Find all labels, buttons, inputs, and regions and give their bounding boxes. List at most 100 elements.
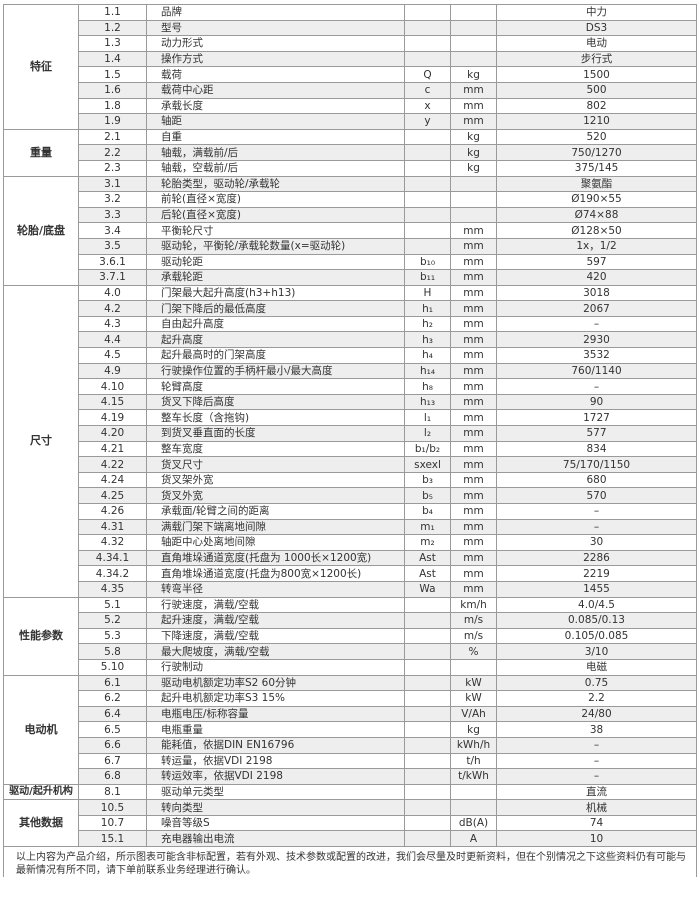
spec-row: 4.26 承载面/轮臂之间的距离 b₄ mm – (4, 503, 697, 520)
item-value: 电动 (496, 35, 697, 52)
item-unit: A (450, 830, 497, 848)
item-name: 直角堆垛通道宽度(托盘为 1000长×1200宽) (146, 549, 405, 567)
spec-row: 4.20 到货叉垂直面的长度 l₂ mm 577 (4, 425, 697, 442)
spec-row: 2.2 轴载，满载前/后 kg 750/1270 (4, 144, 697, 161)
item-unit: kg (450, 66, 497, 83)
item-number: 5.1 (78, 596, 147, 614)
item-value: 2930 (496, 331, 697, 349)
item-unit: mm (450, 97, 497, 115)
item-name: 操作方式 (146, 50, 405, 68)
item-name: 前轮(直径×宽度) (146, 191, 405, 208)
item-name: 起升高度 (146, 331, 405, 349)
item-value: 2219 (496, 565, 697, 582)
item-number: 8.1 (78, 783, 147, 801)
item-symbol: Wa (404, 580, 451, 598)
item-unit: t/kWh (450, 768, 497, 785)
item-name: 门架最大起升高度(h3+h13) (146, 284, 405, 302)
item-value: 2286 (496, 549, 697, 567)
item-number: 3.1 (78, 175, 147, 193)
item-symbol: h₁ (404, 300, 451, 317)
item-unit: mm (450, 456, 497, 473)
item-symbol: h₈ (404, 378, 451, 395)
item-name: 承载轮距 (146, 269, 405, 286)
category-cell: 驱动/起升机构 (3, 783, 79, 801)
item-symbol (404, 4, 451, 21)
spec-row: 3.2 前轮(直径×宽度) Ø190×55 (4, 191, 697, 208)
item-number: 4.9 (78, 362, 147, 380)
item-number: 3.3 (78, 206, 147, 224)
item-number: 4.31 (78, 518, 147, 536)
item-number: 4.2 (78, 300, 147, 317)
item-symbol: h₁₃ (404, 393, 451, 411)
item-value: 聚氨酯 (496, 175, 697, 193)
spec-row: 4.32 轴距中心处离地间隙 m₂ mm 30 (4, 534, 697, 551)
spec-table: 特征 1.1 品牌 中力 1.2 型号 DS3 1.3 动力形式 电动 1.4 操作方式 步行式 1.5 载… (3, 4, 697, 878)
item-unit: mm (450, 425, 497, 442)
spec-row: 4.15 货叉下降后高度 h₁₃ mm 90 (4, 393, 697, 411)
item-name: 轴距中心处离地间隙 (146, 534, 405, 551)
item-number: 6.7 (78, 752, 147, 770)
item-value: 375/145 (496, 159, 697, 177)
item-unit (450, 783, 497, 801)
item-name: 下降速度，满载/空载 (146, 627, 405, 645)
item-symbol: H (404, 284, 451, 302)
item-unit: mm (450, 113, 497, 130)
spec-row: 4.24 货叉架外宽 b₃ mm 680 (4, 471, 697, 489)
item-unit: mm (450, 300, 497, 317)
item-number: 4.15 (78, 393, 147, 411)
item-number: 4.32 (78, 534, 147, 551)
item-number: 6.6 (78, 736, 147, 754)
item-number: 6.5 (78, 721, 147, 738)
spec-row: 轮胎/底盘 3.1 轮胎类型，驱动轮/承载轮 聚氨酯 (3, 175, 697, 286)
item-symbol (404, 596, 451, 614)
spec-row: 6.7 转运量，依据VDI 2198 t/h – (4, 752, 697, 770)
item-value: 1x，1/2 (496, 237, 697, 255)
item-name: 能耗值，依据DIN EN16796 (146, 736, 405, 754)
item-value: 834 (496, 440, 697, 458)
item-number: 1.1 (78, 4, 147, 21)
item-number: 1.8 (78, 97, 147, 115)
spec-row: 4.31 满载门架下端离地间隙 m₁ mm – (4, 518, 697, 536)
item-number: 3.6.1 (78, 253, 147, 271)
item-number: 4.3 (78, 315, 147, 333)
item-name: 驱动轮距 (146, 253, 405, 271)
item-unit: mm (450, 393, 497, 411)
item-symbol (404, 768, 451, 785)
item-unit: mm (450, 534, 497, 551)
item-unit (450, 19, 497, 37)
item-symbol (404, 721, 451, 738)
spec-row: 1.3 动力形式 电动 (4, 35, 697, 52)
item-unit (450, 206, 497, 224)
item-number: 5.2 (78, 612, 147, 629)
category-cell: 特征 (3, 4, 79, 130)
item-unit: mm (450, 487, 497, 504)
item-value: 1210 (496, 113, 697, 130)
item-symbol: c (404, 81, 451, 99)
item-number: 1.4 (78, 50, 147, 68)
item-value: 420 (496, 269, 697, 286)
spec-row: 3.3 后轮(直径×宽度) Ø74×88 (4, 206, 697, 224)
item-value: 520 (496, 128, 697, 146)
item-value: 3018 (496, 284, 697, 302)
spec-row: 驱动/起升机构 8.1 驱动单元类型 直流 (3, 783, 697, 801)
item-symbol (404, 19, 451, 37)
item-name: 驱动单元类型 (146, 783, 405, 801)
item-unit: mm (450, 362, 497, 380)
item-symbol: Ast (404, 565, 451, 582)
spec-row: 4.34.2 直角堆垛通道宽度(托盘为800宽×1200长) Ast mm 2219 (4, 565, 697, 582)
item-symbol: l₂ (404, 425, 451, 442)
item-unit: t/h (450, 752, 497, 770)
category-cell: 其他数据 (3, 799, 79, 848)
item-unit: kW (450, 674, 497, 692)
item-symbol: Q (404, 66, 451, 83)
item-unit: V/Ah (450, 705, 497, 723)
item-number: 4.25 (78, 487, 147, 504)
spec-row: 6.8 转运效率，依据VDI 2198 t/kWh – (4, 768, 697, 785)
item-number: 6.1 (78, 674, 147, 692)
item-symbol (404, 237, 451, 255)
item-value: 中力 (496, 4, 697, 21)
item-number: 1.5 (78, 66, 147, 83)
spec-row: 10.7 噪音等级S dB(A) 74 (4, 814, 697, 832)
